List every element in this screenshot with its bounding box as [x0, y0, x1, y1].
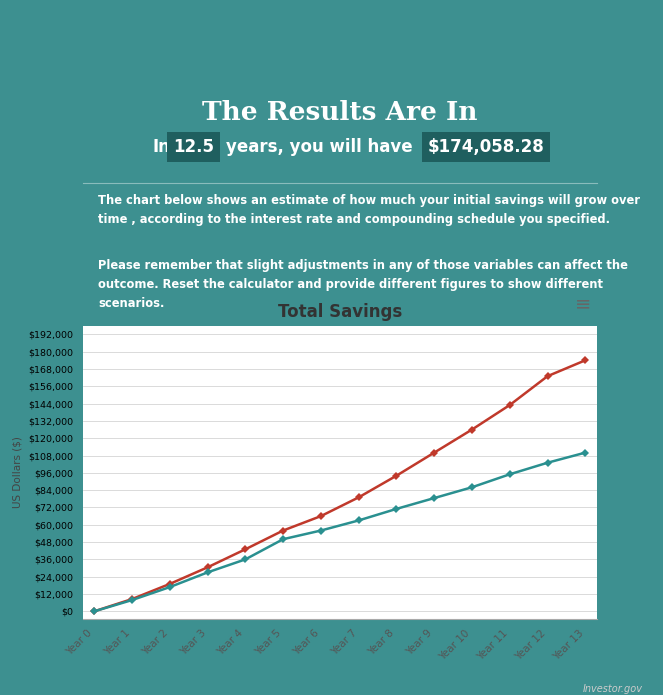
Total Contributions	[317, 526, 325, 534]
Title: Total Savings: Total Savings	[278, 303, 402, 321]
Total Contributions	[204, 569, 211, 577]
Text: Investor.gov: Investor.gov	[583, 684, 643, 694]
Total Contributions	[241, 555, 249, 564]
Future Value (7.00%)	[506, 401, 514, 409]
Future Value (7.00%)	[166, 580, 174, 588]
Future Value (7.00%)	[430, 448, 438, 457]
Text: $174,058.28: $174,058.28	[428, 138, 544, 156]
Total Contributions	[506, 470, 514, 478]
Text: The chart below shows an estimate of how much your initial savings will grow ove: The chart below shows an estimate of how…	[98, 193, 640, 226]
Text: 12.5: 12.5	[173, 138, 214, 156]
Future Value (7.00%)	[90, 607, 98, 616]
Future Value (7.00%)	[355, 493, 363, 502]
Total Contributions	[90, 607, 98, 616]
Future Value (7.00%)	[581, 356, 589, 364]
Text: In: In	[152, 138, 170, 156]
Line: Future Value (7.00%): Future Value (7.00%)	[91, 357, 589, 614]
Text: The Results Are In: The Results Are In	[202, 100, 477, 125]
Total Contributions	[581, 448, 589, 457]
Future Value (7.00%)	[317, 512, 325, 521]
Total Contributions	[392, 505, 400, 513]
Future Value (7.00%)	[204, 563, 211, 571]
Total Contributions	[430, 494, 438, 502]
Text: ≡: ≡	[575, 295, 591, 314]
Future Value (7.00%)	[392, 471, 400, 480]
Text: years, you will have: years, you will have	[226, 138, 412, 156]
Future Value (7.00%)	[241, 545, 249, 553]
Future Value (7.00%)	[128, 595, 136, 603]
Future Value (7.00%)	[279, 526, 287, 534]
Total Contributions	[355, 516, 363, 525]
Y-axis label: US Dollars ($): US Dollars ($)	[13, 436, 23, 508]
Total Contributions	[279, 535, 287, 543]
Total Contributions	[544, 459, 552, 467]
Line: Total Contributions: Total Contributions	[91, 450, 589, 614]
Future Value (7.00%)	[544, 372, 552, 380]
Total Contributions	[166, 583, 174, 591]
Text: Please remember that slight adjustments in any of those variables can affect the: Please remember that slight adjustments …	[98, 259, 628, 310]
Total Contributions	[128, 596, 136, 604]
Total Contributions	[468, 483, 476, 491]
Future Value (7.00%)	[468, 425, 476, 434]
